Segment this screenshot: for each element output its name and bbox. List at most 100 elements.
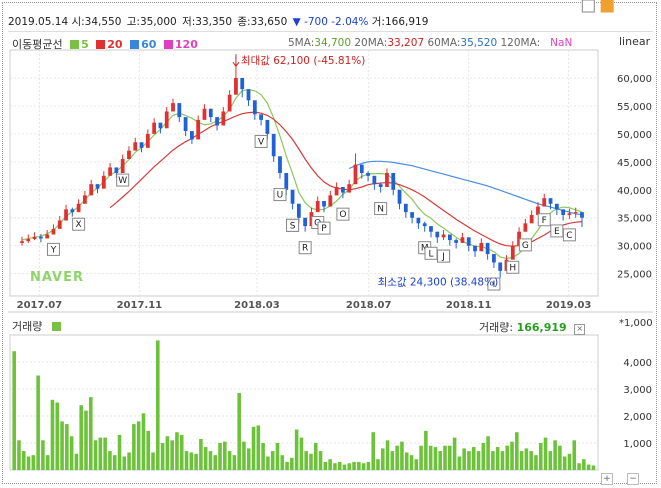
volume-title: 거래량 [12, 320, 43, 333]
volume-bar [251, 426, 256, 470]
point-label-F: F [542, 216, 547, 226]
volume-panel-header: 거래량 [12, 318, 63, 334]
volume-bar [69, 436, 74, 470]
volume-bar [270, 451, 275, 470]
candle-body [328, 195, 333, 207]
volume-bar [313, 443, 318, 470]
candle-body [158, 122, 163, 129]
ma5-legend-label: 5 [81, 38, 89, 51]
ma-legend-item-5[interactable]: 5 [70, 38, 89, 51]
volume-bar [280, 455, 285, 470]
candle-body [523, 223, 528, 232]
price-y-tick-label: 45,000 [617, 158, 652, 169]
volume-close-icon[interactable]: × [574, 324, 586, 335]
x-tick-label: 2018.07 [346, 300, 392, 311]
scale-toggle[interactable]: linear [619, 35, 651, 48]
zoom-out-icon[interactable]: − [627, 473, 639, 485]
volume-bar [553, 440, 557, 470]
x-tick-label: 2018.11 [446, 300, 492, 311]
candle-body [234, 77, 238, 95]
x-tick-label: 2018.03 [234, 300, 280, 311]
volume-bar [342, 464, 347, 470]
volume-bar [548, 451, 553, 470]
price-panel-border [9, 49, 599, 297]
candle-body [51, 228, 56, 235]
naver-watermark: NAVER [30, 270, 84, 285]
point-label-box [600, 0, 614, 13]
volume-bar [218, 443, 222, 470]
point-label-box [254, 134, 268, 148]
volume-bar [577, 463, 581, 470]
volume-bar [74, 453, 79, 470]
volume-bar [448, 445, 452, 470]
volume-bar [562, 456, 567, 470]
info-close: 33,650 [250, 16, 288, 28]
ma20-line [109, 111, 583, 247]
info-low: 33,350 [195, 16, 233, 28]
volume-bar [184, 451, 189, 470]
ma5-label: 5MA: [288, 37, 315, 49]
volume-bar [132, 424, 136, 470]
point-label-J: J [441, 252, 445, 262]
volume-bar [36, 375, 40, 470]
candle-body [202, 108, 207, 120]
price-y-tick-label: 60,000 [617, 74, 652, 85]
point-label-box [273, 188, 287, 202]
volume-bar [108, 451, 112, 470]
candle-body [372, 175, 377, 185]
ma60-legend-label: 60 [141, 38, 157, 51]
volume-bar [160, 443, 165, 470]
volume-bar [98, 437, 103, 470]
point-label-box [506, 260, 520, 274]
ma-legend-item-20[interactable]: 20 [96, 38, 123, 51]
price-y-tick-label: 40,000 [617, 186, 652, 197]
volume-bar [424, 430, 428, 470]
ma-values: 5MA:34,700 20MA:33,207 60MA:35,520 120MA… [288, 37, 572, 49]
point-label-box [518, 238, 532, 252]
volume-swatch-icon [51, 322, 61, 331]
volume-bar [400, 441, 404, 470]
volume-bar [203, 447, 208, 470]
volume-bar [290, 457, 294, 470]
candle-body [542, 198, 547, 207]
candle-body [447, 234, 452, 241]
volume-bar [112, 455, 117, 470]
point-label-box [487, 277, 501, 291]
point-label-box [581, 0, 595, 13]
ma60-swatch-icon [130, 40, 140, 49]
info-open-label: 시: [71, 16, 85, 28]
candle-body [246, 89, 251, 101]
volume-bar [189, 452, 194, 470]
candle-body [580, 212, 584, 218]
candle-body [334, 186, 339, 196]
ma-legend: 이동평균선 5 20 60 120 [12, 36, 202, 52]
candle-body [171, 103, 175, 112]
point-label-box [424, 246, 438, 260]
ma-legend-item-120[interactable]: 120 [163, 38, 198, 51]
info-high: 35,000 [139, 16, 177, 28]
point-label-N: N [377, 205, 384, 215]
x-tick-label: 2019.03 [546, 300, 592, 311]
ma-legend-item-60[interactable]: 60 [130, 38, 156, 51]
candle-body [347, 184, 352, 193]
volume-info: 거래량: 166,919 × [479, 319, 586, 335]
volume-bar [337, 461, 342, 470]
zoom-in-icon[interactable]: + [601, 473, 613, 485]
ma5-value: 34,700 [314, 37, 352, 49]
candle-body [252, 100, 257, 115]
volume-bar [361, 463, 366, 470]
volume-bar [275, 443, 280, 470]
ma20-value: 33,207 [387, 37, 425, 49]
volume-bar [409, 455, 414, 470]
max-annotation: 최대값 62,100 (-45.81%) [241, 55, 365, 67]
point-label-box [286, 218, 300, 232]
volume-bar [328, 459, 332, 470]
volume-bar [79, 405, 84, 470]
info-low-label: 저: [182, 16, 196, 28]
ma60-label: 60MA: [427, 37, 461, 49]
candle-body [70, 209, 75, 213]
candle-body [64, 209, 68, 221]
volume-info-value: 166,919 [516, 321, 567, 334]
volume-bar [318, 451, 323, 470]
candle-body [479, 242, 484, 252]
